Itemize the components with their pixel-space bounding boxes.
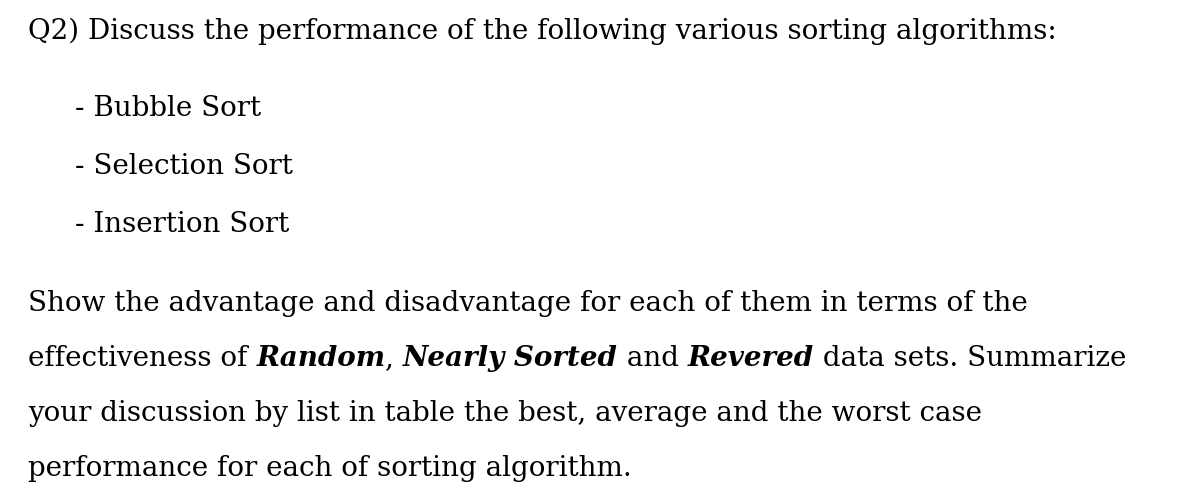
Text: ,: , <box>385 344 403 371</box>
Text: performance for each of sorting algorithm.: performance for each of sorting algorith… <box>28 454 631 481</box>
Text: Random: Random <box>257 344 385 371</box>
Text: Nearly Sorted: Nearly Sorted <box>403 344 618 371</box>
Text: - Selection Sort: - Selection Sort <box>74 153 293 180</box>
Text: and: and <box>618 344 688 371</box>
Text: effectiveness of: effectiveness of <box>28 344 257 371</box>
Text: Revered: Revered <box>688 344 814 371</box>
Text: data sets. Summarize: data sets. Summarize <box>814 344 1127 371</box>
Text: Q2) Discuss the performance of the following various sorting algorithms:: Q2) Discuss the performance of the follo… <box>28 18 1057 45</box>
Text: your discussion by list in table the best, average and the worst case: your discussion by list in table the bes… <box>28 399 982 426</box>
Text: Show the advantage and disadvantage for each of them in terms of the: Show the advantage and disadvantage for … <box>28 290 1027 316</box>
Text: - Bubble Sort: - Bubble Sort <box>74 95 262 122</box>
Text: - Insertion Sort: - Insertion Sort <box>74 210 289 237</box>
